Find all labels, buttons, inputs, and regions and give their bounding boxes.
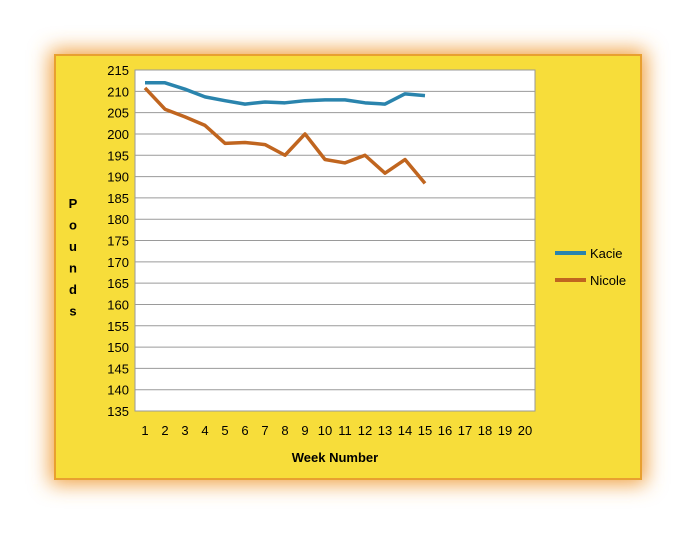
x-tick-label: 11 [338, 423, 352, 438]
x-tick-label: 14 [398, 423, 412, 438]
x-tick-label: 16 [438, 423, 452, 438]
x-tick-label: 15 [418, 423, 432, 438]
y-tick-label: 135 [107, 404, 129, 419]
legend-label: Kacie [590, 246, 623, 261]
x-tick-label: 4 [201, 423, 208, 438]
y-tick-label: 215 [107, 63, 129, 78]
x-tick-label: 13 [378, 423, 392, 438]
x-tick-label: 19 [498, 423, 512, 438]
x-tick-label: 9 [301, 423, 308, 438]
y-tick-label: 150 [107, 340, 129, 355]
legend-label: Nicole [590, 273, 626, 288]
y-tick-label: 200 [107, 127, 129, 142]
y-tick-label: 165 [107, 276, 129, 291]
x-tick-label: 20 [518, 423, 532, 438]
x-tick-label: 5 [221, 423, 228, 438]
x-tick-label: 7 [261, 423, 268, 438]
x-axis-label: Week Number [292, 450, 378, 465]
x-tick-label: 12 [358, 423, 372, 438]
y-tick-label: 175 [107, 234, 129, 249]
x-tick-label: 1 [141, 423, 148, 438]
y-tick-label: 185 [107, 191, 129, 206]
y-tick-label: 160 [107, 297, 129, 312]
y-tick-label: 155 [107, 319, 129, 334]
y-tick-label: 190 [107, 170, 129, 185]
x-tick-label: 8 [281, 423, 288, 438]
y-tick-label: 195 [107, 148, 129, 163]
x-tick-label: 6 [241, 423, 248, 438]
y-tick-label: 140 [107, 383, 129, 398]
x-tick-label: 17 [458, 423, 472, 438]
series-line [143, 86, 427, 185]
y-tick-label: 145 [107, 361, 129, 376]
series-line [145, 81, 426, 106]
y-tick-label: 210 [107, 84, 129, 99]
x-tick-label: 18 [478, 423, 492, 438]
x-tick-label: 10 [318, 423, 332, 438]
x-tick-label: 3 [181, 423, 188, 438]
y-tick-label: 180 [107, 212, 129, 227]
y-tick-label: 205 [107, 106, 129, 121]
y-tick-label: 170 [107, 255, 129, 270]
x-tick-label: 2 [161, 423, 168, 438]
